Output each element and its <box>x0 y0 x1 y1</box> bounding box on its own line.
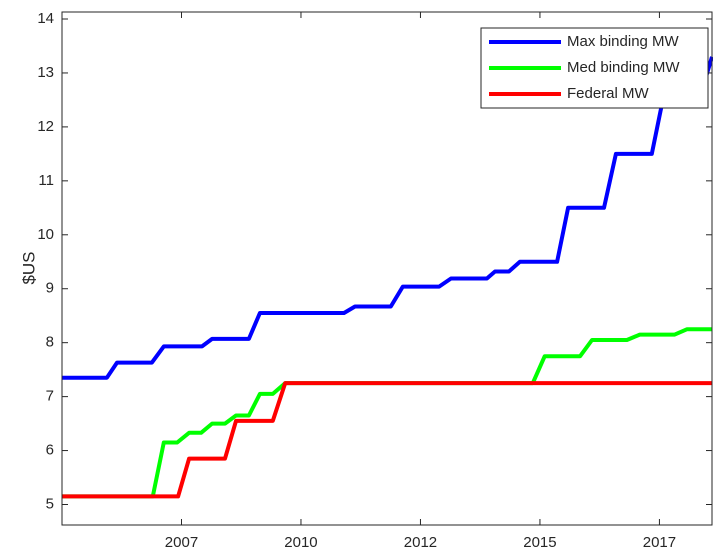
y-tick-label: 10 <box>37 226 54 243</box>
x-tick-label: 2015 <box>523 534 556 551</box>
y-tick-label: 5 <box>46 495 54 512</box>
y-axis-label: $US <box>19 251 38 284</box>
y-tick-label: 7 <box>46 388 54 405</box>
y-tick-label: 8 <box>46 334 54 351</box>
x-tick-label: 2017 <box>643 534 676 551</box>
y-tick-label: 6 <box>46 442 54 459</box>
legend-label: Med binding MW <box>567 59 680 76</box>
legend-label: Federal MW <box>567 85 650 102</box>
series-line <box>62 56 713 380</box>
x-tick-label: 2007 <box>165 534 198 551</box>
y-tick-label: 13 <box>37 64 54 81</box>
y-tick-label: 14 <box>37 10 54 27</box>
series-line <box>62 327 712 499</box>
legend-label: Max binding MW <box>567 33 680 50</box>
y-tick-label: 11 <box>38 172 54 189</box>
series-line <box>62 381 712 499</box>
x-tick-label: 2010 <box>284 534 317 551</box>
x-tick-label: 2012 <box>404 534 437 551</box>
y-tick-label: 12 <box>37 118 54 135</box>
y-tick-label: 9 <box>46 280 54 297</box>
plot-frame <box>61 11 713 526</box>
